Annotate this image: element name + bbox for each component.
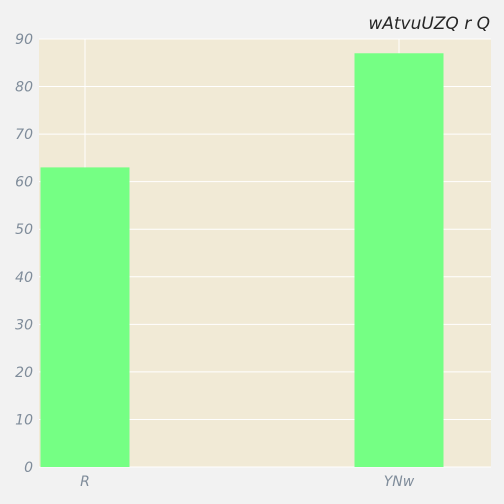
bar-ynw — [354, 53, 444, 468]
x-tick-label: YNw — [384, 474, 415, 490]
bar-series — [40, 53, 444, 468]
y-tick-label: 20 — [15, 365, 33, 381]
y-tick-label: 50 — [15, 222, 33, 238]
y-tick-label: 30 — [15, 317, 33, 333]
y-tick-label: 0 — [24, 460, 33, 476]
y-tick-label: 70 — [15, 127, 33, 143]
y-tick-label: 40 — [15, 270, 33, 286]
y-tick-label: 60 — [15, 175, 33, 191]
y-tick-label: 10 — [15, 412, 33, 428]
y-tick-label: 80 — [15, 80, 33, 96]
y-axis-ticks: 0 10 20 30 40 50 60 70 80 90 — [15, 32, 33, 476]
bar-r — [40, 167, 130, 467]
x-tick-label: R — [80, 474, 90, 490]
chart-title: wAtvuUZQ r Q — [368, 14, 490, 34]
x-axis-ticks: R YNw — [80, 474, 415, 490]
y-tick-label: 90 — [15, 32, 33, 48]
